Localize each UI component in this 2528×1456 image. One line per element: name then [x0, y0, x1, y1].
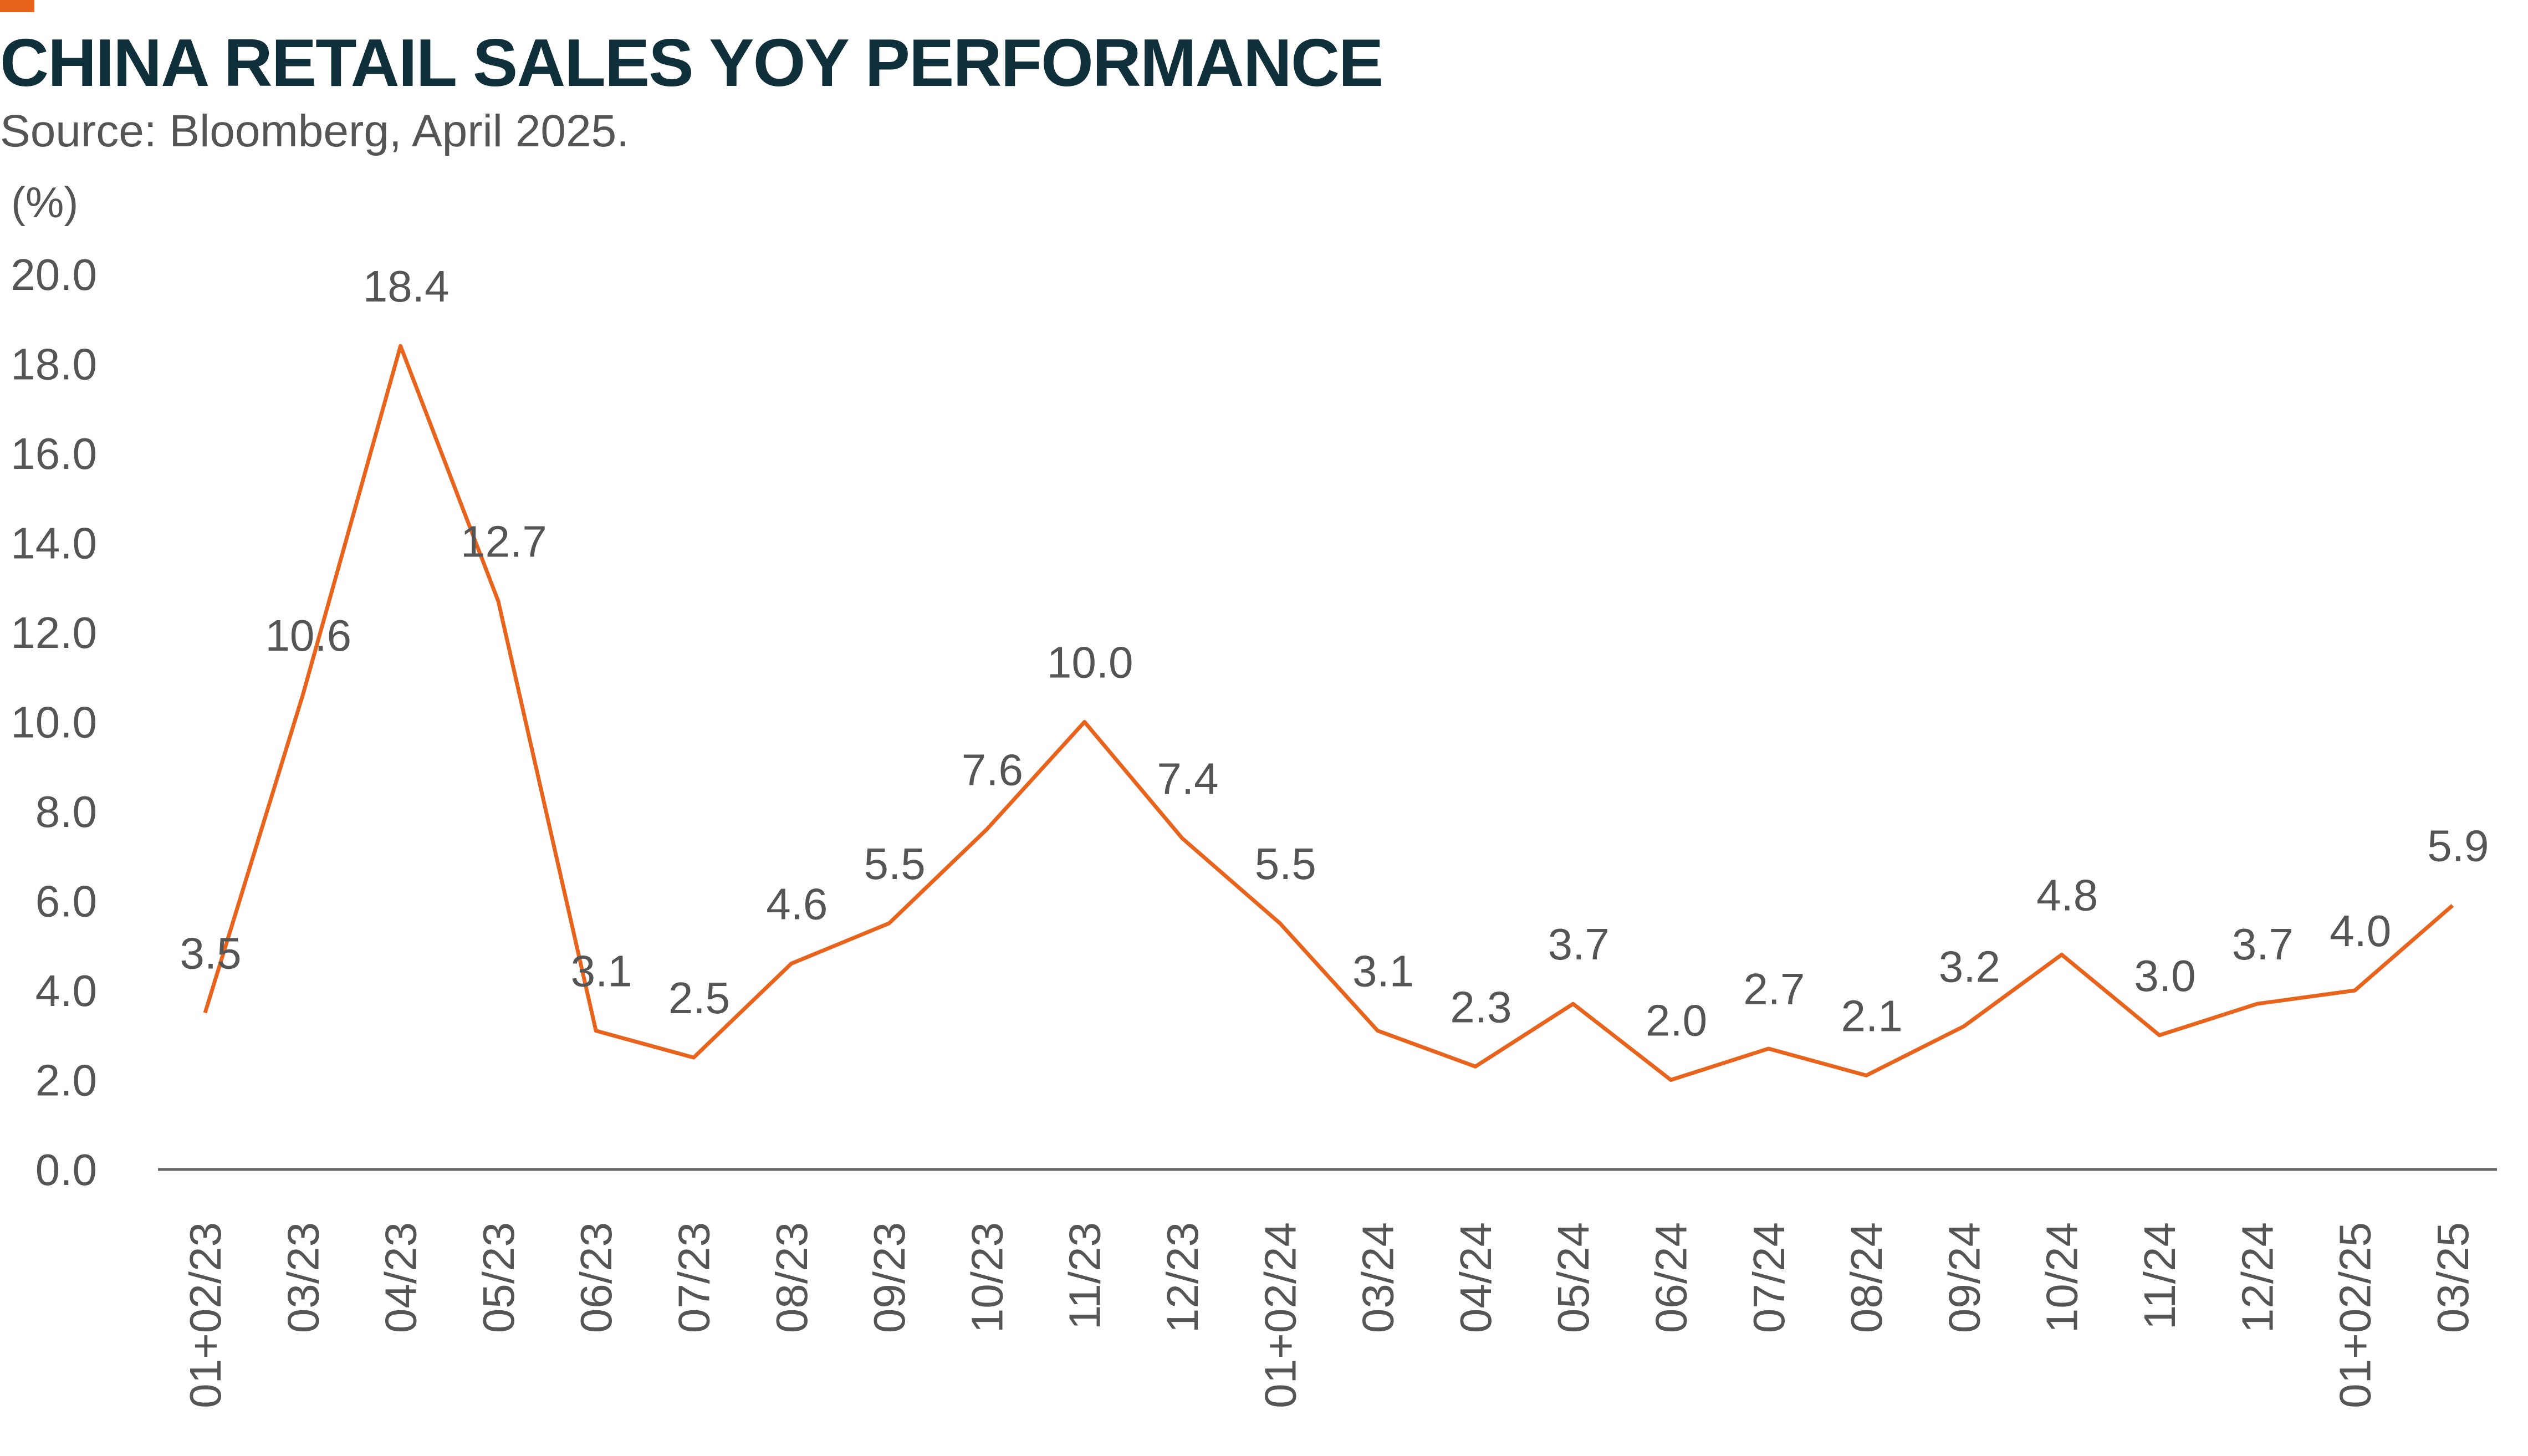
x-tick-label: 07/24: [1744, 1222, 1794, 1333]
data-label: 3.0: [2134, 951, 2195, 1000]
y-tick-label: 4.0: [35, 966, 97, 1015]
x-tick-label: 10/23: [962, 1222, 1012, 1333]
x-tick-label: 08/24: [1842, 1222, 1891, 1333]
x-tick-label: 01+02/24: [1255, 1222, 1305, 1408]
x-tick-label: 09/23: [865, 1222, 914, 1333]
x-tick-label: 10/24: [2037, 1222, 2087, 1333]
data-label: 10.6: [265, 611, 351, 660]
y-tick-label: 14.0: [11, 519, 97, 568]
y-tick-label: 18.0: [11, 340, 97, 389]
data-label: 3.7: [1548, 919, 1610, 969]
x-tick-group: 01+02/23 03/23 04/23 05/23 06/23 07/23 08/23 09…: [181, 1222, 2478, 1408]
x-tick-label: 11/23: [1060, 1222, 1110, 1330]
data-label: 5.5: [1255, 839, 1316, 888]
x-tick-label: 08/23: [767, 1222, 816, 1333]
data-label: 4.8: [2036, 870, 2098, 919]
data-label: 4.0: [2330, 906, 2391, 956]
data-label: 2.0: [1646, 996, 1707, 1045]
x-tick-label: 06/24: [1647, 1222, 1696, 1333]
data-label: 18.4: [363, 262, 450, 311]
y-tick-label: 12.0: [11, 608, 97, 657]
x-tick-label: 11/24: [2135, 1222, 2184, 1330]
x-tick-label: 12/24: [2233, 1222, 2282, 1333]
data-label: 5.5: [864, 839, 925, 888]
data-label: 3.5: [180, 928, 241, 978]
data-label: 2.3: [1450, 982, 1511, 1031]
x-tick-label: 05/24: [1549, 1222, 1598, 1333]
x-tick-label: 03/25: [2428, 1222, 2478, 1333]
x-tick-label: 01+02/25: [2331, 1222, 2380, 1408]
x-tick-label: 04/24: [1451, 1222, 1500, 1333]
data-label: 3.2: [1939, 942, 2000, 992]
data-label: 5.9: [2427, 821, 2489, 871]
x-tick-label: 01+02/23: [181, 1222, 230, 1408]
data-label: 3.7: [2232, 919, 2294, 969]
y-tick-label: 6.0: [35, 877, 97, 926]
x-tick-label: 06/23: [571, 1222, 621, 1333]
data-label: 3.1: [1352, 947, 1414, 996]
data-label: 7.4: [1157, 754, 1218, 803]
y-tick-group: 0.0 2.0 4.0 6.0 8.0 10.0 12.0 14.0 16.0 18.0 20.0: [11, 250, 97, 1194]
y-tick-label: 8.0: [35, 787, 97, 836]
y-tick-label: 10.0: [11, 698, 97, 747]
y-axis-label: (%): [11, 178, 78, 227]
y-tick-label: 0.0: [35, 1145, 97, 1194]
series-line: [203, 344, 2454, 1082]
x-tick-label: 03/23: [278, 1222, 328, 1333]
data-label: 10.0: [1047, 638, 1133, 687]
data-label: 2.7: [1743, 964, 1805, 1014]
x-tick-label: 03/24: [1354, 1222, 1403, 1333]
data-label: 3.1: [571, 947, 632, 996]
x-tick-label: 07/23: [670, 1222, 719, 1333]
y-tick-label: 2.0: [35, 1056, 97, 1105]
chart-title: CHINA RETAIL SALES YOY PERFORMANCE: [0, 25, 1383, 100]
accent-bar: [0, 0, 34, 12]
x-tick-label: 12/23: [1158, 1222, 1207, 1333]
x-tick-label: 05/23: [474, 1222, 523, 1333]
data-label: 4.6: [766, 880, 828, 929]
data-label: 7.6: [962, 745, 1023, 794]
data-label: 12.7: [461, 517, 547, 566]
data-label: 2.1: [1841, 991, 1902, 1040]
data-label: 2.5: [668, 973, 730, 1023]
data-label-group: 3.5 10.6 18.4 12.7 3.1 2.5 4.6 5.5 7.6 10.0 7.4 5.5…: [180, 262, 2489, 1045]
x-tick-label: 04/23: [376, 1222, 426, 1333]
y-tick-label: 16.0: [11, 429, 97, 478]
y-tick-label: 20.0: [11, 250, 97, 299]
chart-source: Source: Bloomberg, April 2025.: [0, 106, 629, 156]
x-tick-label: 09/24: [1939, 1222, 1989, 1333]
